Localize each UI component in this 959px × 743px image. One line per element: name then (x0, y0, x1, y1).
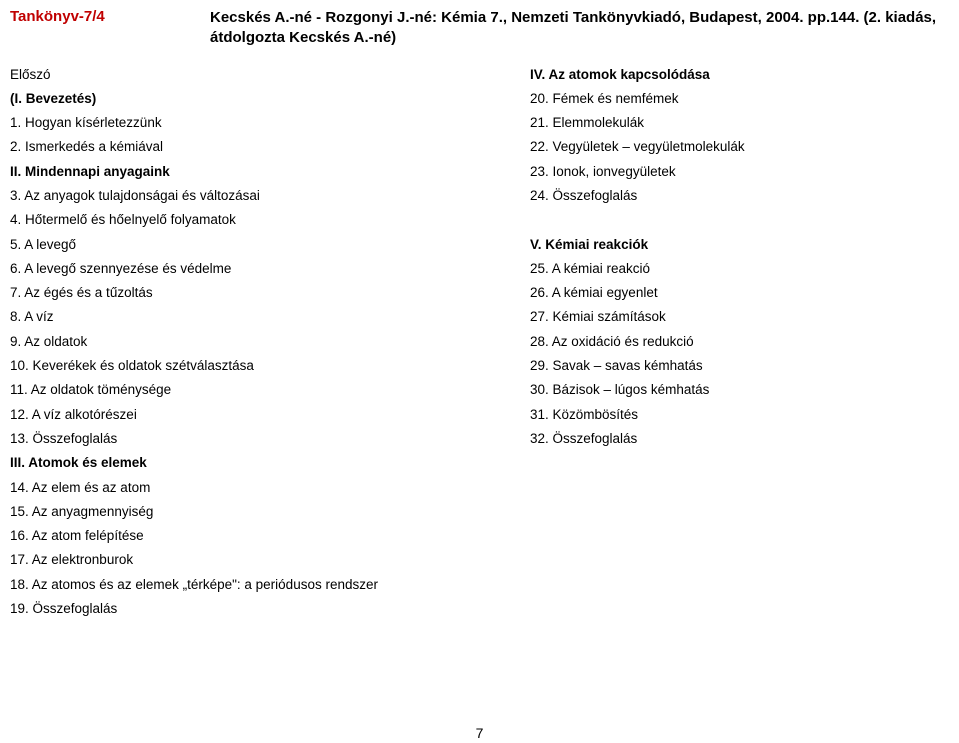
toc-item: 13. Összefoglalás (10, 427, 530, 451)
citation-line-1: Kecskés A.-né - Rozgonyi J.-né: Kémia 7.… (210, 9, 936, 26)
toc-right-column: IV. Az atomok kapcsolódása 20. Fémek és … (530, 63, 949, 622)
page-number: 7 (0, 725, 959, 741)
book-tag: Tankönyv-7/4 (10, 8, 210, 25)
toc-item: 25. A kémiai reakció (530, 257, 949, 281)
toc-item: 28. Az oxidáció és redukció (530, 330, 949, 354)
toc-item: 10. Keverékek és oldatok szétválasztása (10, 354, 530, 378)
toc-item: 11. Az oldatok töménysége (10, 378, 530, 402)
toc-item: 20. Fémek és nemfémek (530, 87, 949, 111)
toc-item: 12. A víz alkotórészei (10, 403, 530, 427)
toc-item: 31. Közömbösítés (530, 403, 949, 427)
toc-item: 22. Vegyületek – vegyületmolekulák (530, 135, 949, 159)
toc-section: IV. Az atomok kapcsolódása (530, 63, 949, 87)
toc-item: 19. Összefoglalás (10, 597, 530, 621)
toc-item: 2. Ismerkedés a kémiával (10, 135, 530, 159)
toc-item: 9. Az oldatok (10, 330, 530, 354)
toc-item: 17. Az elektronburok (10, 548, 530, 572)
toc-left-column: Előszó (I. Bevezetés) 1. Hogyan kísérlet… (10, 63, 530, 622)
toc-section: III. Atomok és elemek (10, 451, 530, 475)
toc-item: 18. Az atomos és az elemek „térképe": a … (10, 573, 530, 597)
citation-line-2: átdolgozta Kecskés A.-né) (210, 29, 396, 46)
toc-item: 15. Az anyagmennyiség (10, 500, 530, 524)
toc-item: 29. Savak – savas kémhatás (530, 354, 949, 378)
toc-item: 7. Az égés és a tűzoltás (10, 281, 530, 305)
toc-item: 3. Az anyagok tulajdonságai és változása… (10, 184, 530, 208)
toc-item: 16. Az atom felépítése (10, 524, 530, 548)
toc-item: 27. Kémiai számítások (530, 305, 949, 329)
toc-item: 32. Összefoglalás (530, 427, 949, 451)
toc-item: 4. Hőtermelő és hőelnyelő folyamatok (10, 208, 530, 232)
toc-item: 14. Az elem és az atom (10, 476, 530, 500)
toc-item: 1. Hogyan kísérletezzünk (10, 111, 530, 135)
toc-item: 24. Összefoglalás (530, 184, 949, 208)
toc-section: V. Kémiai reakciók (530, 233, 949, 257)
toc-item: 23. Ionok, ionvegyületek (530, 160, 949, 184)
toc-section: II. Mindennapi anyagaink (10, 160, 530, 184)
toc-item: 30. Bázisok – lúgos kémhatás (530, 378, 949, 402)
toc-item: Előszó (10, 63, 530, 87)
toc-item: 5. A levegő (10, 233, 530, 257)
toc-item: 8. A víz (10, 305, 530, 329)
toc-item: 21. Elemmolekulák (530, 111, 949, 135)
toc-section: (I. Bevezetés) (10, 87, 530, 111)
citation: Kecskés A.-né - Rozgonyi J.-né: Kémia 7.… (210, 8, 936, 49)
toc-item: 26. A kémiai egyenlet (530, 281, 949, 305)
toc-item: 6. A levegő szennyezése és védelme (10, 257, 530, 281)
